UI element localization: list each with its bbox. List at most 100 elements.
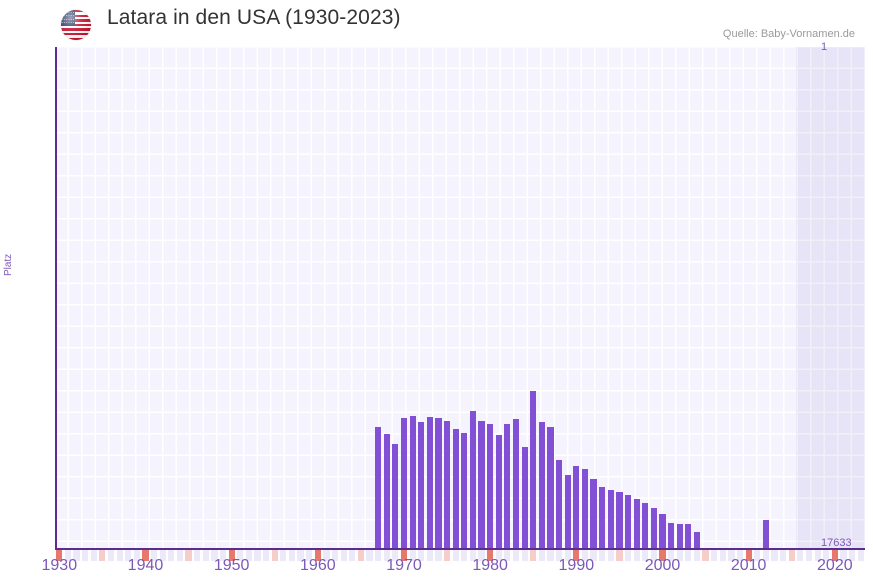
x-axis-tick-minor: [823, 550, 830, 561]
bar[interactable]: [504, 423, 511, 549]
bar[interactable]: [555, 459, 563, 549]
bar[interactable]: [452, 429, 459, 549]
bar[interactable]: [599, 487, 606, 549]
bar[interactable]: [564, 475, 571, 549]
x-axis-tick-minor: [366, 550, 373, 561]
x-axis-tick-minor: [349, 550, 356, 561]
x-axis-tick-label: 1980: [472, 557, 508, 574]
x-axis-tick-minor: [521, 550, 528, 561]
y-axis-tick-bottom: 17633: [821, 537, 852, 549]
bar[interactable]: [659, 513, 666, 549]
x-axis-tick-minor: [452, 550, 459, 561]
x-axis-tick-minor: [848, 550, 856, 561]
bar[interactable]: [392, 443, 399, 549]
flag-gloss: [61, 10, 91, 40]
bar[interactable]: [573, 466, 580, 549]
bar[interactable]: [521, 447, 528, 549]
x-axis-tick-marks: [55, 550, 865, 561]
x-axis-tick-minor: [788, 550, 795, 561]
x-axis-tick-minor: [237, 550, 244, 561]
x-axis-tick-major: [400, 550, 408, 561]
x-axis-tick-minor: [392, 550, 399, 561]
x-axis-tick-minor: [797, 550, 804, 561]
bar[interactable]: [409, 415, 416, 549]
x-axis-tick-minor: [263, 550, 270, 561]
x-axis-tick-minor: [340, 550, 347, 561]
x-axis-tick-major: [56, 550, 63, 561]
bar[interactable]: [590, 479, 597, 549]
bar[interactable]: [443, 421, 451, 549]
x-axis-tick-minor: [685, 550, 692, 561]
x-axis-tick-minor: [219, 550, 227, 561]
bar[interactable]: [642, 503, 649, 549]
x-axis-tick-minor: [168, 550, 175, 561]
x-axis-tick-minor: [357, 550, 364, 561]
x-axis-tick-minor: [185, 550, 192, 561]
x-axis-tick-minor: [547, 550, 554, 561]
x-axis-tick-minor: [133, 550, 140, 561]
bar[interactable]: [762, 520, 769, 549]
bar[interactable]: [487, 423, 494, 549]
x-axis-tick-minor: [306, 550, 313, 561]
x-axis-tick-minor: [754, 550, 761, 561]
x-axis-tick-minor: [116, 550, 123, 561]
bar[interactable]: [676, 523, 683, 549]
x-axis-tick-minor: [590, 550, 597, 561]
bar[interactable]: [461, 433, 468, 549]
bar[interactable]: [685, 523, 692, 549]
bar[interactable]: [469, 411, 477, 549]
x-axis-tick-label: 1960: [300, 557, 336, 574]
bar[interactable]: [624, 495, 632, 549]
bar[interactable]: [581, 469, 589, 549]
x-axis-tick-minor: [530, 550, 537, 561]
bar[interactable]: [495, 435, 502, 549]
x-axis-tick-label: 1970: [386, 557, 422, 574]
bar[interactable]: [668, 523, 675, 549]
x-axis-tick-minor: [495, 550, 502, 561]
bar[interactable]: [435, 417, 442, 549]
bar[interactable]: [400, 418, 408, 549]
bar[interactable]: [512, 418, 520, 549]
y-axis-line: [55, 47, 57, 549]
x-axis-tick-minor: [555, 550, 563, 561]
x-axis-tick-minor: [73, 550, 80, 561]
x-axis-tick-minor: [719, 550, 726, 561]
bar[interactable]: [418, 421, 425, 549]
bar[interactable]: [693, 532, 701, 549]
bar[interactable]: [650, 508, 657, 549]
bar[interactable]: [426, 417, 433, 549]
bar[interactable]: [538, 421, 545, 549]
x-axis-tick-minor: [288, 550, 296, 561]
chart-header: ****************************** Latara in…: [0, 0, 873, 47]
x-axis-tick-minor: [538, 550, 545, 561]
x-axis-tick-minor: [805, 550, 813, 561]
x-axis-tick-major: [228, 550, 235, 561]
x-axis-tick-minor: [650, 550, 657, 561]
bar[interactable]: [607, 489, 614, 549]
bar[interactable]: [633, 498, 640, 549]
bar[interactable]: [530, 391, 537, 549]
x-axis-tick-minor: [64, 550, 72, 561]
plot-area: [55, 47, 865, 549]
x-axis-tick-minor: [323, 550, 330, 561]
bar[interactable]: [547, 427, 554, 549]
bar[interactable]: [375, 426, 382, 549]
x-axis-tick-minor: [599, 550, 606, 561]
bar[interactable]: [616, 491, 623, 549]
x-axis-tick-minor: [90, 550, 97, 561]
x-axis-tick-minor: [780, 550, 787, 561]
bar[interactable]: [383, 434, 390, 549]
x-axis-tick-major: [314, 550, 321, 561]
x-axis-tick-minor: [461, 550, 468, 561]
x-axis-tick-minor: [512, 550, 520, 561]
x-axis-tick-minor: [383, 550, 390, 561]
x-axis-tick-minor: [736, 550, 744, 561]
bar[interactable]: [478, 421, 485, 549]
x-axis-tick-minor: [280, 550, 287, 561]
x-axis-tick-label: 1930: [41, 557, 78, 574]
x-axis-line: [55, 548, 865, 550]
x-axis-tick-minor: [711, 550, 718, 561]
x-axis-tick-minor: [633, 550, 640, 561]
x-axis-tick-minor: [469, 550, 477, 561]
x-axis-tick-minor: [202, 550, 209, 561]
